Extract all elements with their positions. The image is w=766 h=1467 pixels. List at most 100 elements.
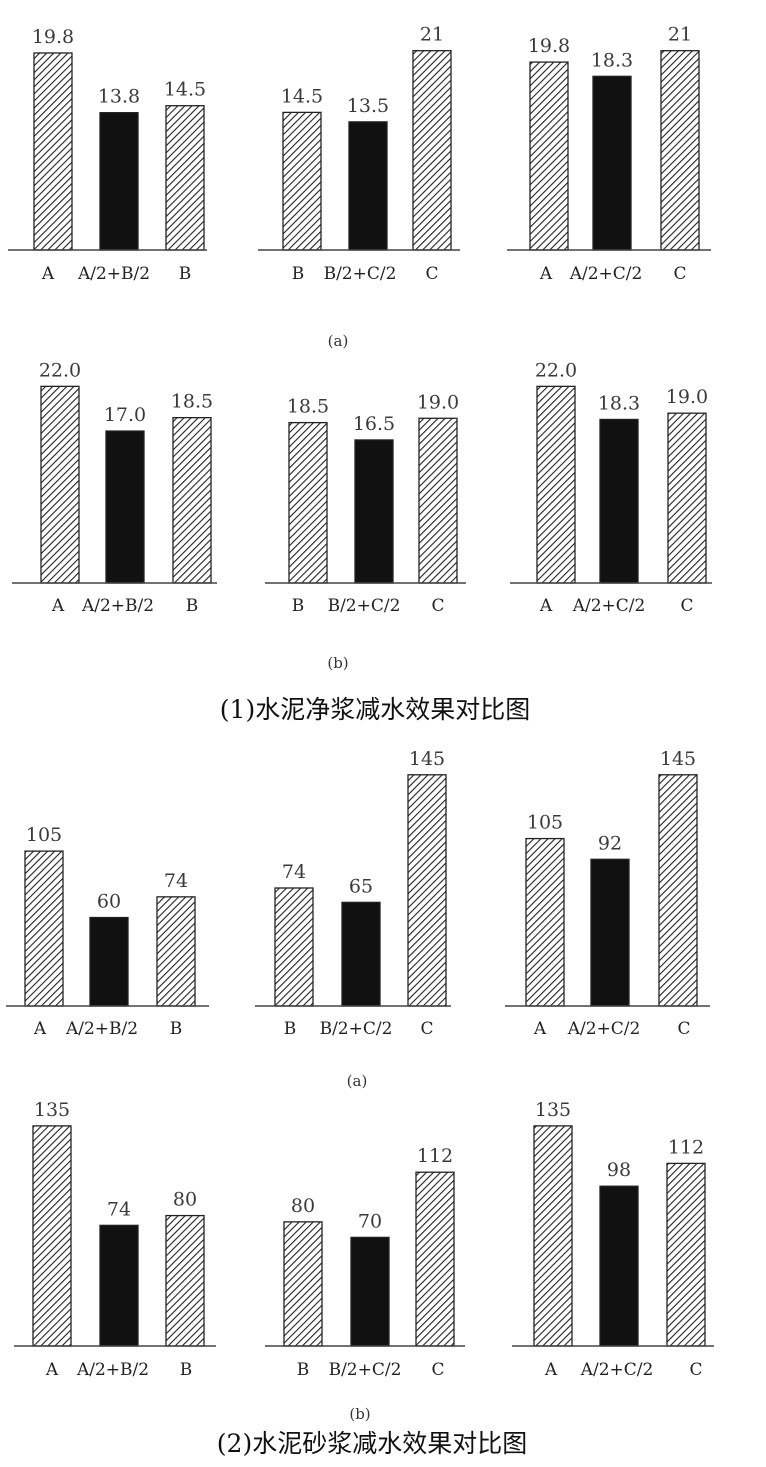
category-label-6-3: C (680, 596, 693, 616)
bar-6-2 (599, 418, 639, 584)
bar-12-2 (599, 1185, 639, 1347)
category-label-10-2: A/2+B/2 (76, 1360, 149, 1380)
bar-3-3 (660, 50, 700, 251)
value-label-6-3: 19.0 (666, 386, 708, 408)
bar-chart-4: 22.0 A 17.0 A/2+B/2 18.5 B (12, 359, 217, 616)
bar-11-1 (283, 1221, 323, 1347)
bar-chart-7: 105 A 60 A/2+B/2 74 B (6, 824, 209, 1039)
bar-7-2 (89, 916, 129, 1007)
value-label-4-3: 18.5 (171, 391, 213, 413)
bar-11-2 (350, 1236, 390, 1347)
sublabel-1b: (b) (327, 654, 348, 672)
charts-layer: 19.8 A 13.8 A/2+B/2 14.5 B 14.5 B 13.5 B/2+C/2 21 C… (6, 24, 714, 1380)
category-label-8-1: B (284, 1019, 297, 1039)
value-label-11-3: 112 (417, 1145, 453, 1167)
bar-12-1 (533, 1125, 573, 1347)
category-label-5-1: B (292, 596, 305, 616)
value-label-12-3: 112 (668, 1136, 704, 1158)
value-label-3-3: 21 (668, 24, 692, 46)
value-label-11-1: 80 (291, 1195, 315, 1217)
bar-chart-2: 14.5 B 13.5 B/2+C/2 21 C (258, 24, 460, 284)
bar-8-1 (274, 887, 314, 1007)
bar-9-2 (590, 858, 630, 1007)
category-label-9-1: A (533, 1019, 547, 1039)
category-label-2-3: C (425, 264, 438, 284)
value-label-3-1: 19.8 (528, 35, 570, 57)
caption-section-2: (2)水泥砂浆减水效果对比图 (217, 1429, 527, 1458)
bar-10-3 (165, 1214, 205, 1347)
category-label-1-2: A/2+B/2 (77, 264, 150, 284)
category-label-5-3: C (431, 596, 444, 616)
sublabel-2a: (a) (347, 1072, 368, 1090)
bar-1-2 (99, 112, 139, 251)
bar-chart-5: 18.5 B 16.5 B/2+C/2 19.0 C (265, 391, 466, 616)
category-label-2-1: B (292, 264, 305, 284)
category-label-5-2: B/2+C/2 (328, 596, 401, 616)
category-label-7-2: A/2+B/2 (65, 1019, 138, 1039)
category-label-3-1: A (539, 264, 553, 284)
value-label-11-2: 70 (358, 1210, 382, 1232)
bar-4-2 (105, 430, 145, 584)
category-label-9-2: A/2+C/2 (567, 1019, 641, 1039)
category-label-4-3: B (186, 596, 199, 616)
category-label-11-1: B (297, 1360, 310, 1380)
value-label-4-2: 17.0 (104, 404, 146, 426)
bar-5-1 (288, 421, 328, 584)
value-label-1-1: 19.8 (32, 26, 74, 48)
value-label-5-3: 19.0 (417, 391, 459, 413)
bar-2-2 (348, 121, 388, 251)
value-label-4-1: 22.0 (39, 359, 81, 381)
value-label-8-2: 65 (349, 875, 373, 897)
category-label-1-1: A (41, 264, 55, 284)
value-label-7-2: 60 (97, 891, 121, 913)
value-label-7-1: 105 (26, 824, 62, 846)
bar-11-3 (415, 1171, 455, 1347)
bar-chart-10: 135 A 74 A/2+B/2 80 B (14, 1099, 216, 1380)
value-label-2-1: 14.5 (281, 85, 323, 107)
bar-4-3 (172, 416, 212, 584)
category-label-3-3: C (673, 264, 686, 284)
value-label-12-1: 135 (535, 1099, 571, 1121)
value-label-10-1: 135 (34, 1099, 70, 1121)
value-label-2-2: 13.5 (347, 95, 389, 117)
category-label-11-3: C (431, 1360, 444, 1380)
bar-chart-9: 105 A 92 A/2+C/2 145 C (505, 748, 710, 1039)
bar-9-3 (658, 774, 698, 1007)
category-label-4-1: A (51, 596, 65, 616)
bar-chart-11: 80 B 70 B/2+C/2 112 C (265, 1145, 465, 1380)
category-label-7-3: B (170, 1019, 183, 1039)
value-label-8-1: 74 (282, 861, 306, 883)
category-label-2-2: B/2+C/2 (324, 264, 397, 284)
value-label-9-3: 145 (660, 748, 696, 770)
bar-1-3 (165, 105, 205, 251)
bar-2-1 (282, 111, 322, 251)
bar-10-2 (99, 1224, 139, 1347)
bar-3-2 (592, 75, 632, 251)
bar-5-3 (418, 417, 458, 584)
value-label-9-1: 105 (527, 812, 563, 834)
value-label-10-2: 74 (107, 1198, 131, 1220)
bar-4-1 (40, 385, 80, 584)
bar-6-3 (667, 412, 707, 584)
value-label-6-1: 22.0 (535, 359, 577, 381)
category-label-12-2: A/2+C/2 (580, 1360, 654, 1380)
bar-2-3 (412, 50, 452, 251)
category-label-7-1: A (33, 1019, 47, 1039)
bar-10-1 (32, 1125, 72, 1347)
category-label-8-3: C (420, 1019, 433, 1039)
bar-5-2 (354, 439, 394, 584)
bar-8-2 (341, 901, 381, 1007)
category-label-6-2: A/2+C/2 (572, 596, 646, 616)
value-label-2-3: 21 (420, 24, 444, 46)
bar-1-1 (33, 52, 73, 251)
sublabel-1a: (a) (328, 332, 349, 350)
category-label-10-1: A (45, 1360, 59, 1380)
category-label-4-2: A/2+B/2 (81, 596, 154, 616)
category-label-11-2: B/2+C/2 (329, 1360, 402, 1380)
bar-chart-3: 19.8 A 18.3 A/2+C/2 21 C (507, 24, 711, 284)
category-label-12-3: C (689, 1360, 702, 1380)
bar-7-1 (24, 850, 64, 1007)
value-label-12-2: 98 (607, 1159, 631, 1181)
value-label-6-2: 18.3 (598, 392, 640, 414)
